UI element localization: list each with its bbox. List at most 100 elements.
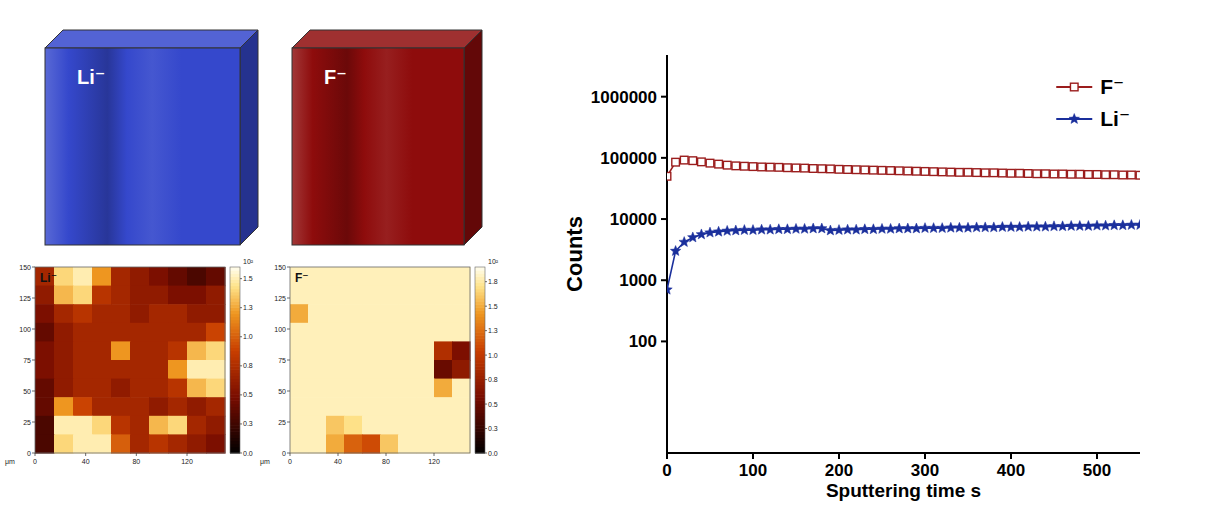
colorbar-tick <box>240 307 242 308</box>
heat-cell <box>35 397 55 416</box>
heat-cell <box>398 341 417 360</box>
heat-cell <box>35 379 55 398</box>
heat-cell <box>290 416 309 435</box>
heat-cell <box>187 416 207 435</box>
heat-cell <box>73 304 93 323</box>
heat-cell <box>54 341 74 360</box>
y-tick-label: 100 <box>274 326 286 333</box>
heat-cell <box>416 360 435 379</box>
y-axis-title: Counts <box>562 216 587 292</box>
heat-cell <box>168 360 188 379</box>
heat-cell <box>308 397 327 416</box>
heat-cell <box>290 379 309 398</box>
square-marker <box>938 168 946 176</box>
legend-label: F⁻ <box>1100 75 1124 98</box>
y-tick-label: 75 <box>278 357 286 364</box>
heat-cell <box>54 360 74 379</box>
y-tick-label: 1000000 <box>591 88 657 107</box>
x-tick-label: 80 <box>382 458 390 465</box>
heat-cell <box>92 304 112 323</box>
x-tick <box>1010 453 1012 459</box>
heat-cell <box>380 397 399 416</box>
star-marker <box>1109 220 1119 230</box>
y-tick <box>287 267 290 268</box>
square-marker <box>1136 171 1140 179</box>
heat-cell <box>92 323 112 342</box>
star-marker <box>731 225 741 235</box>
colorbar-tick <box>240 394 242 395</box>
heat-cell <box>73 286 93 305</box>
heat-cell <box>149 379 169 398</box>
heat-cell <box>362 286 381 305</box>
x-axis-label: μm <box>260 458 270 466</box>
y-tick <box>287 329 290 330</box>
heat-cell <box>168 416 188 435</box>
star-marker <box>817 223 827 233</box>
heat-cell <box>308 416 327 435</box>
heat-cell <box>326 341 345 360</box>
cube-top <box>292 30 482 48</box>
square-marker <box>801 164 809 172</box>
heat-cell <box>73 267 93 286</box>
square-marker <box>1102 171 1110 179</box>
star-marker <box>980 222 990 232</box>
square-marker <box>921 168 929 176</box>
x-tick-label: 120 <box>181 458 193 465</box>
heat-cell <box>111 304 131 323</box>
x-tick-label: 400 <box>997 461 1025 480</box>
square-marker <box>827 165 835 173</box>
square-marker <box>844 166 852 174</box>
star-marker <box>851 224 861 234</box>
star-marker <box>1023 221 1033 231</box>
star-marker <box>1032 221 1042 231</box>
star-marker <box>705 227 715 237</box>
colorbar-tick <box>240 336 242 337</box>
heat-cell <box>416 416 435 435</box>
star-marker <box>928 223 938 233</box>
heat-cell <box>206 304 226 323</box>
star-marker <box>748 225 758 235</box>
heat-cell <box>35 360 55 379</box>
square-marker <box>749 163 757 171</box>
heat-cell <box>416 379 435 398</box>
heat-cell <box>35 434 55 453</box>
cube-label: F⁻ <box>324 66 347 88</box>
map-label: F⁻ <box>295 271 309 285</box>
heat-cell <box>73 416 93 435</box>
heat-cell <box>111 341 131 360</box>
heat-cell <box>452 286 471 305</box>
y-tick <box>32 298 35 299</box>
y-tick-label: 125 <box>274 295 286 302</box>
heat-cell <box>149 434 169 453</box>
heat-cell <box>434 267 453 286</box>
star-marker <box>1057 221 1067 231</box>
y-tick-label: 150 <box>19 264 31 271</box>
square-marker <box>1050 170 1058 178</box>
x-tick <box>434 453 435 456</box>
y-tick-label: 50 <box>278 388 286 395</box>
heat-cell <box>308 267 327 286</box>
cube-side <box>240 30 258 245</box>
x-tick <box>386 453 387 456</box>
star-marker <box>885 223 895 233</box>
series-group <box>667 156 1140 294</box>
colorbar-tick <box>240 278 242 279</box>
heat-cell <box>187 341 207 360</box>
heat-cell <box>54 323 74 342</box>
colorbar-frame <box>230 267 240 453</box>
y-tick-label: 100000 <box>600 149 657 168</box>
square-marker <box>672 158 680 166</box>
heat-cell <box>362 360 381 379</box>
colorbar-scale-label: 10² <box>243 258 254 265</box>
square-marker <box>904 167 912 175</box>
y-tick <box>287 360 290 361</box>
heat-cell <box>326 379 345 398</box>
x-tick <box>838 453 840 459</box>
heat-cell <box>130 360 150 379</box>
square-marker <box>680 156 688 164</box>
heat-cell <box>308 323 327 342</box>
colorbar-tick <box>240 453 242 454</box>
y-tick <box>661 218 667 220</box>
heat-cell <box>308 341 327 360</box>
heat-cell <box>111 360 131 379</box>
